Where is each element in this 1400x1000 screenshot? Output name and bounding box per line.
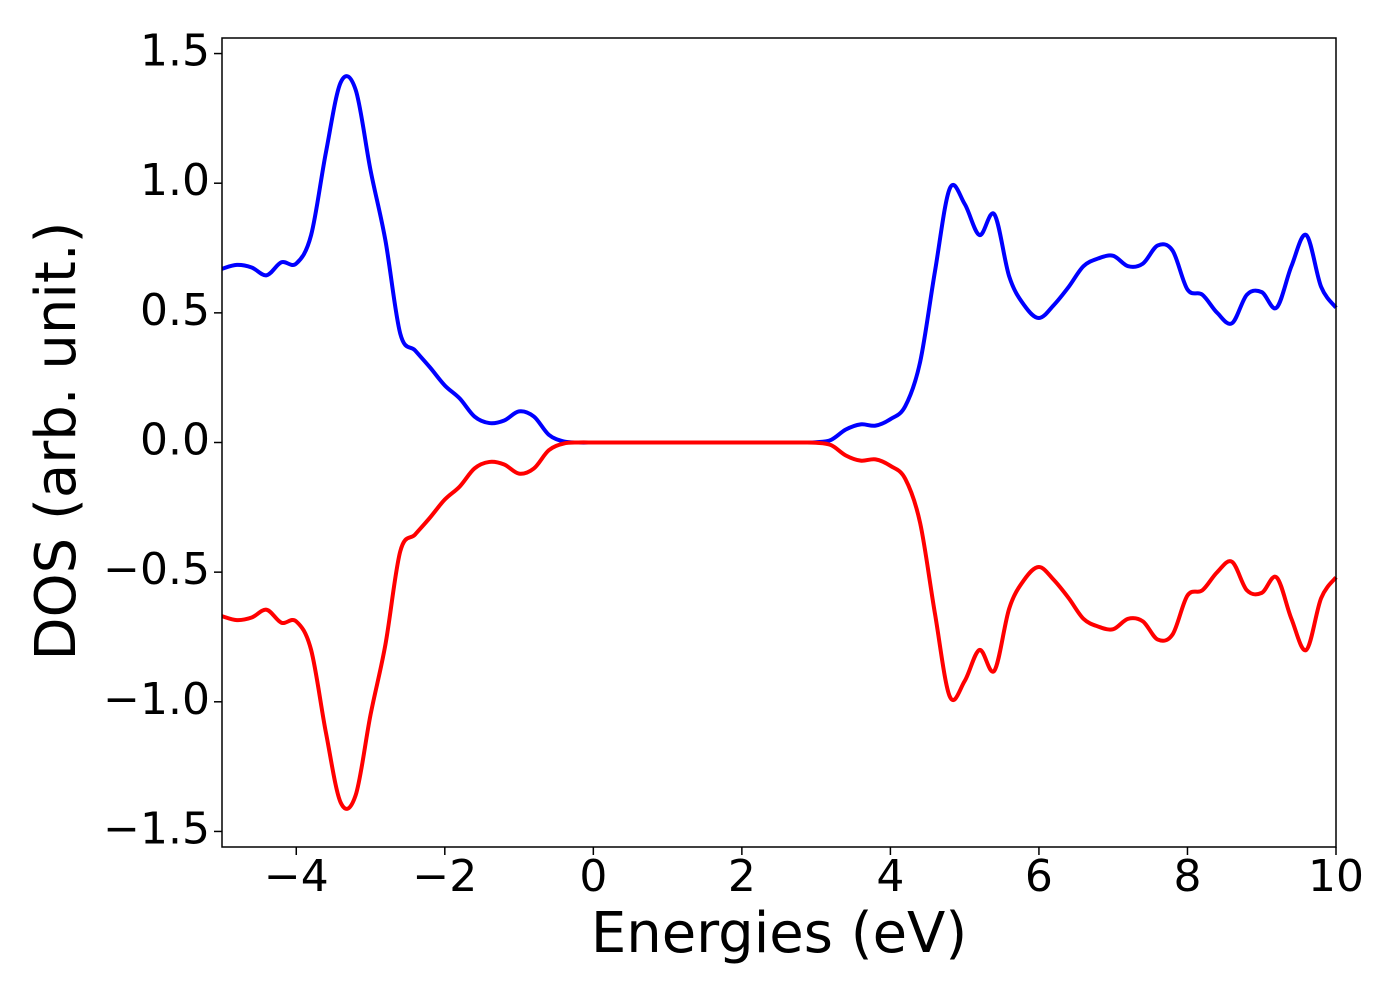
- y-tick-label: 1.0: [140, 155, 210, 206]
- x-tick-label: 8: [1173, 851, 1201, 902]
- dos-line: [221, 440, 1338, 811]
- y-tick-label: 0.0: [140, 415, 210, 466]
- x-tick-label: 4: [876, 851, 904, 902]
- x-tick-label: 6: [1025, 851, 1053, 902]
- x-axis-label: Energies (eV): [591, 901, 967, 966]
- y-tick-label: −1.5: [103, 803, 210, 854]
- y-tick-label: 1.5: [140, 26, 210, 77]
- x-tick-label: 10: [1308, 851, 1364, 902]
- dos-line: [221, 74, 1338, 445]
- x-tick-label: −2: [412, 851, 477, 902]
- y-tick-label: 0.5: [140, 285, 210, 336]
- y-tick-label: −0.5: [103, 544, 210, 595]
- x-tick-label: −4: [264, 851, 329, 902]
- y-axis-label: DOS (arb. unit.): [24, 221, 89, 660]
- x-tick-label: 0: [579, 851, 607, 902]
- y-tick-label: −1.0: [103, 674, 210, 725]
- plot-frame: [221, 37, 1337, 848]
- x-tick-label: 2: [728, 851, 756, 902]
